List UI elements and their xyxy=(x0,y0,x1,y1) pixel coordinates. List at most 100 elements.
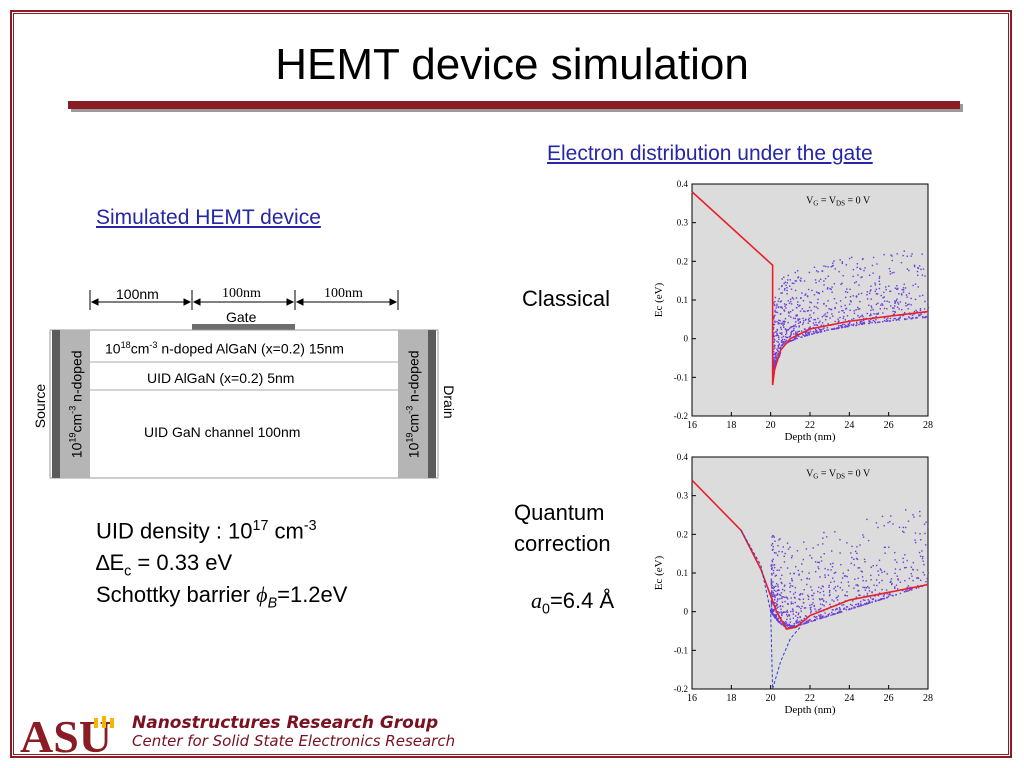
electron-dot xyxy=(851,607,853,609)
electron-dot xyxy=(814,279,817,281)
electron-dot xyxy=(806,583,808,586)
electron-dot xyxy=(777,323,779,325)
electron-dot xyxy=(810,620,813,623)
electron-dot xyxy=(779,306,782,308)
electron-dot xyxy=(916,569,919,571)
electron-dot xyxy=(886,308,888,310)
electron-dot xyxy=(878,277,881,280)
electron-dot xyxy=(866,592,869,595)
electron-dot xyxy=(841,577,844,579)
y-tick-label: 0.3 xyxy=(677,218,689,228)
electron-dot xyxy=(774,602,777,604)
electron-dot xyxy=(831,291,833,293)
electron-dot xyxy=(809,604,811,606)
electron-dot xyxy=(893,551,896,554)
uid-label: UID density : 10 xyxy=(96,518,253,544)
electron-dot xyxy=(841,327,843,329)
electron-dot xyxy=(834,613,837,615)
electron-dot xyxy=(861,314,863,316)
electron-dot xyxy=(818,598,821,600)
electron-dot xyxy=(859,322,862,324)
electron-dot xyxy=(886,300,888,302)
electron-distribution-heading[interactable]: Electron distribution under the gate xyxy=(547,142,873,165)
electron-dot xyxy=(868,601,870,603)
electron-dot xyxy=(861,571,863,573)
electron-dot xyxy=(813,592,815,594)
electron-dot xyxy=(770,605,773,607)
electron-dot xyxy=(817,317,819,320)
electron-dot xyxy=(903,318,906,320)
electron-dot xyxy=(870,313,872,315)
electron-dot xyxy=(829,603,831,606)
electron-dot xyxy=(903,590,906,593)
electron-dot xyxy=(772,591,774,594)
electron-dot xyxy=(774,356,777,358)
electron-dot xyxy=(794,615,797,617)
electron-dot xyxy=(889,592,891,595)
electron-dot xyxy=(793,572,795,575)
electron-dot xyxy=(790,333,792,335)
electron-dot xyxy=(907,316,910,318)
electron-dot xyxy=(830,569,832,571)
electron-dot xyxy=(902,291,905,293)
electron-dot xyxy=(834,306,836,309)
electron-dot xyxy=(842,326,844,328)
electron-dot xyxy=(845,606,848,608)
electron-dot xyxy=(792,625,794,627)
electron-dot xyxy=(862,599,865,601)
electron-dot xyxy=(833,580,835,583)
electron-dot xyxy=(780,326,782,329)
electron-dot xyxy=(848,324,850,327)
electron-dot xyxy=(845,326,847,328)
electron-dot xyxy=(811,589,813,591)
electron-dot xyxy=(832,613,834,616)
electron-dot xyxy=(828,591,831,593)
electron-dot xyxy=(810,610,812,613)
electron-dot xyxy=(823,284,825,286)
electron-dot xyxy=(849,603,852,606)
electron-dot xyxy=(877,312,880,314)
electron-dot xyxy=(846,575,848,578)
electron-dot xyxy=(862,536,865,538)
electron-dot xyxy=(919,533,921,535)
electron-dot xyxy=(783,310,786,312)
simulated-device-heading[interactable]: Simulated HEMT device xyxy=(96,206,321,229)
electron-dot xyxy=(774,352,776,355)
device-schematic xyxy=(49,290,439,479)
electron-dot xyxy=(821,585,824,587)
electron-dot xyxy=(782,320,784,323)
electron-dot xyxy=(773,552,776,554)
electron-dot xyxy=(777,611,779,613)
source-doping-label: 1019cm-3 n-doped xyxy=(68,344,85,464)
electron-dot xyxy=(809,314,811,316)
electron-dot xyxy=(891,307,894,309)
electron-dot xyxy=(901,308,903,311)
electron-dot xyxy=(816,331,818,334)
electron-dot xyxy=(813,604,815,607)
electron-dot xyxy=(906,318,908,320)
electron-dots xyxy=(770,509,930,629)
electron-dot xyxy=(874,599,877,601)
electron-dot xyxy=(826,315,828,318)
slide-frame xyxy=(10,10,1012,758)
electron-dot xyxy=(896,253,898,255)
electron-dot xyxy=(857,603,859,605)
electron-dot xyxy=(860,268,862,271)
electron-dot xyxy=(771,608,773,610)
electron-dot xyxy=(837,321,840,323)
y-tick-label: -0.2 xyxy=(674,411,688,421)
electron-dot xyxy=(788,341,790,343)
electron-dot xyxy=(779,332,781,334)
electron-dot xyxy=(797,318,799,320)
electron-dot xyxy=(783,323,785,325)
electron-dot xyxy=(852,268,855,271)
electron-dot xyxy=(802,558,805,561)
electron-dot xyxy=(841,261,844,263)
electron-dot xyxy=(819,576,821,578)
electron-dot xyxy=(798,330,801,333)
electron-dot xyxy=(794,324,797,326)
electron-dot xyxy=(808,333,810,335)
electron-dot xyxy=(846,288,848,290)
quantum-chart: 16 18 20 22 24 26 28 0.4 0.3 0.2 0.1 0 -0.1 -0.2 Depth… xyxy=(653,452,933,716)
electron-dot xyxy=(909,588,911,591)
